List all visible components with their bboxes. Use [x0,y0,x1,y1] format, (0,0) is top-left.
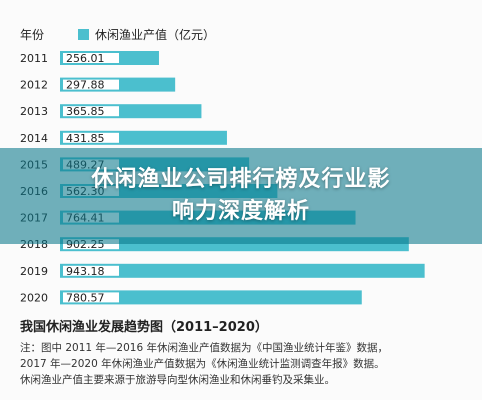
data-label-background [63,132,119,143]
category-label: 2012 [20,79,48,92]
data-label: 256.01 [66,52,105,65]
data-label-background [63,53,119,63]
data-label-background [63,79,119,90]
headline-line-2: 响力深度解析 [171,199,310,224]
category-label: 2011 [20,52,48,65]
legend-label: 休闲渔业产值（亿元） [95,27,216,42]
data-label: 431.85 [66,132,105,145]
data-label: 943.18 [66,265,105,278]
data-label-background [63,106,119,117]
data-label-background [63,292,119,303]
footnote-line-2: 2017 年—2020 年休闲渔业产值数据为《休闲渔业统计监测调查年报》数据。 [20,358,385,370]
data-label-background [63,265,119,276]
category-header: 年份 [20,27,45,42]
headline-line-1: 休闲渔业公司排行榜及行业影 [91,167,391,192]
data-label: 297.88 [66,79,105,92]
category-label: 2020 [20,291,48,304]
footnote: 注：图中 2011 年—2016 年休闲渔业产值数据为《中国渔业统计年鉴》数据，… [20,340,475,388]
legend-swatch [78,28,89,40]
chart-title: 我国休闲渔业发展趋势图（2011–2020） [20,320,268,335]
category-label: 2013 [20,105,48,118]
category-label: 2019 [20,265,48,278]
legend: 年份 休闲渔业产值（亿元） [20,24,215,44]
data-label: 365.85 [66,105,105,118]
bar [60,263,425,278]
data-label: 780.57 [66,291,105,304]
data-label-background [63,239,119,250]
category-label: 2014 [20,132,48,145]
headline-banner: 休闲渔业公司排行榜及行业影 响力深度解析 [0,148,482,244]
footnote-line-1: 注：图中 2011 年—2016 年休闲渔业产值数据为《中国渔业统计年鉴》数据， [20,342,388,354]
bar [60,290,362,305]
footnote-line-3: 休闲渔业产值主要来源于旅游导向型休闲渔业和休闲垂钓及采集业。 [20,374,335,386]
